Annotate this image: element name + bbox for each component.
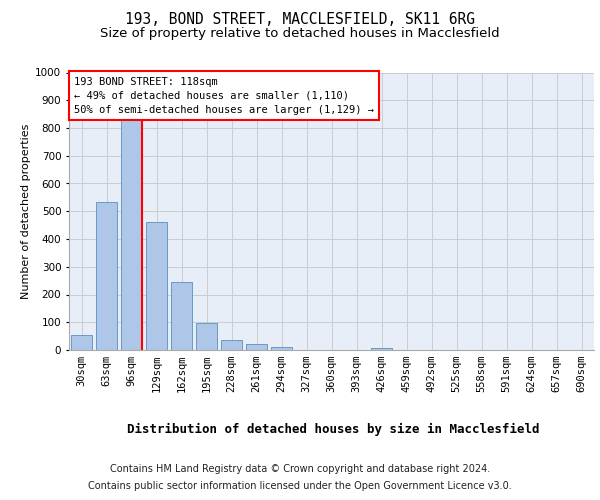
Bar bbox=[146, 222, 167, 350]
Text: Size of property relative to detached houses in Macclesfield: Size of property relative to detached ho… bbox=[100, 28, 500, 40]
Bar bbox=[196, 323, 217, 350]
Bar bbox=[71, 334, 92, 350]
Bar bbox=[121, 120, 142, 350]
Bar bbox=[246, 344, 267, 350]
Bar bbox=[271, 346, 292, 350]
Y-axis label: Number of detached properties: Number of detached properties bbox=[21, 124, 31, 299]
Text: Contains HM Land Registry data © Crown copyright and database right 2024.: Contains HM Land Registry data © Crown c… bbox=[110, 464, 490, 474]
Text: 193 BOND STREET: 118sqm
← 49% of detached houses are smaller (1,110)
50% of semi: 193 BOND STREET: 118sqm ← 49% of detache… bbox=[74, 76, 374, 114]
Text: Contains public sector information licensed under the Open Government Licence v3: Contains public sector information licen… bbox=[88, 481, 512, 491]
Bar bbox=[171, 282, 192, 350]
Bar bbox=[371, 348, 392, 350]
Bar bbox=[221, 340, 242, 350]
Text: 193, BOND STREET, MACCLESFIELD, SK11 6RG: 193, BOND STREET, MACCLESFIELD, SK11 6RG bbox=[125, 12, 475, 28]
Text: Distribution of detached houses by size in Macclesfield: Distribution of detached houses by size … bbox=[127, 422, 539, 436]
Bar bbox=[96, 202, 117, 350]
